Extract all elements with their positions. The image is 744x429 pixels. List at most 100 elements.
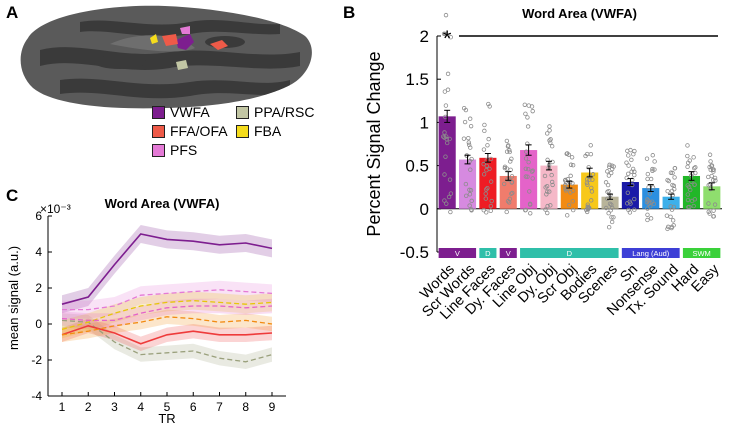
- bar-6-point-20: [570, 199, 575, 204]
- bar-3-point-20: [504, 138, 510, 144]
- bar-9-point-0: [624, 160, 629, 165]
- bar-0-point-14: [445, 71, 451, 77]
- bar-10-point-8: [650, 168, 655, 173]
- line-y-tick-label-3: 2: [35, 281, 42, 295]
- bar-0-point-21: [447, 136, 452, 142]
- bar-7-point-12: [589, 185, 594, 191]
- bar-9-point-8: [624, 175, 629, 181]
- bar-11-point-20: [672, 186, 677, 192]
- bar-2-point-8: [481, 172, 487, 177]
- bar-1-point-20: [467, 192, 473, 197]
- legend-item-pfs: PFS: [152, 142, 197, 158]
- bar-12-point-10: [687, 158, 692, 163]
- bar-1-point-22: [469, 208, 474, 213]
- bar-5-point-1: [545, 189, 550, 194]
- bar-y-axis-label: Percent Signal Change: [364, 51, 384, 236]
- bar-1-point-18: [466, 140, 471, 145]
- bar-6-point-2: [565, 186, 570, 192]
- bar-11-point-8: [670, 218, 676, 223]
- bar-12-point-17: [692, 166, 697, 171]
- bar-8-point-15: [608, 208, 613, 213]
- bar-4-point-23: [527, 201, 533, 207]
- bar-3-point-5: [509, 174, 515, 179]
- bar-10-point-23: [648, 200, 653, 206]
- bar-4-point-12: [530, 168, 535, 173]
- bar-1-point-3: [467, 116, 473, 121]
- y-tick-label-0: -0.5: [400, 243, 429, 262]
- panel-letter-a: A: [6, 3, 19, 22]
- y-tick-label-3: 1: [420, 113, 429, 132]
- bar-3-point-2: [504, 149, 510, 154]
- condition-group-bar-0: [438, 248, 477, 258]
- bar-12-point-11: [685, 192, 691, 197]
- bar-8-point-18: [605, 196, 610, 201]
- bar-9-point-21: [626, 171, 631, 176]
- bar-11-point-12: [670, 170, 675, 176]
- bar-11-point-14: [670, 182, 675, 188]
- bar-5-point-18: [542, 173, 548, 179]
- bar-5-point-19: [545, 131, 550, 136]
- bar-11-point-6: [665, 226, 670, 232]
- bar-7-point-20: [589, 198, 594, 203]
- bar-10-point-12: [644, 156, 650, 161]
- bar-9-point-15: [632, 169, 637, 174]
- bar-2-point-5: [482, 128, 487, 134]
- bar-0-point-0: [448, 35, 453, 40]
- bar-5-point-10: [545, 203, 550, 209]
- bar-6-point-13: [570, 207, 576, 213]
- bar-8-point-8: [605, 169, 610, 174]
- bar-12-point-16: [688, 187, 693, 193]
- bar-2-point-4: [483, 191, 488, 196]
- series-4-line: [61, 299, 273, 331]
- bar-2-point-22: [488, 203, 494, 209]
- bar-2-point-19: [484, 168, 489, 173]
- series-0-band: [62, 225, 272, 314]
- bar-8-point-22: [609, 215, 614, 220]
- bar-4-point-11: [523, 166, 529, 172]
- line-y-tick-label-5: 6: [35, 209, 42, 223]
- bar-8-point-17: [603, 205, 609, 211]
- bar-4-point-5: [523, 156, 529, 161]
- bar-4-point-7: [530, 176, 535, 181]
- bar-3-point-4: [509, 156, 514, 162]
- bar-6-point-10: [565, 213, 570, 218]
- bar-0-point-18: [445, 87, 451, 92]
- bar-3-point-22: [507, 196, 513, 202]
- roi-vwfa-patch: [176, 34, 194, 50]
- line-y-tick-label-4: 4: [35, 245, 42, 259]
- bar-4-point-15: [524, 149, 529, 154]
- bar-12-point-12: [686, 204, 691, 210]
- bar-0-point-13: [443, 103, 449, 108]
- bar-9-point-12: [629, 169, 634, 174]
- line-x-tick-label-2: 3: [111, 400, 118, 414]
- bar-5-point-8: [544, 183, 550, 189]
- bar-13-point-19: [706, 183, 711, 188]
- condition-group-label-1: D: [485, 249, 491, 258]
- condition-group-bar-3: [520, 248, 619, 258]
- bar-6-point-11: [568, 190, 573, 195]
- bar-9-point-23: [625, 190, 631, 195]
- line-y-axis-label: mean signal (a.u.): [6, 246, 21, 350]
- bar-4-point-6: [526, 166, 531, 172]
- bar-9-point-14: [629, 157, 634, 163]
- bar-0-point-8: [446, 194, 452, 200]
- bar-1-point-23: [467, 158, 473, 164]
- bar-13-point-9: [707, 152, 713, 157]
- bar-1-point-7: [463, 193, 469, 199]
- panel-letter-b: B: [343, 3, 356, 22]
- bar-13-point-12: [706, 201, 711, 206]
- series-1-line: [61, 319, 273, 363]
- series-5-band: [62, 309, 272, 342]
- series-1-band: [62, 313, 272, 369]
- condition-group-label-3: D: [567, 249, 573, 258]
- bar-7-point-22: [583, 153, 588, 159]
- bar-4-point-19: [529, 104, 535, 109]
- bar-13-point-18: [708, 167, 713, 173]
- bar-8-point-16: [606, 225, 612, 230]
- roi-ffa-patch: [162, 34, 178, 46]
- panel-letter-c: C: [6, 186, 19, 205]
- series-3-line: [62, 289, 273, 311]
- bar-5-point-17: [549, 172, 554, 178]
- bar-6-point-5: [568, 179, 573, 185]
